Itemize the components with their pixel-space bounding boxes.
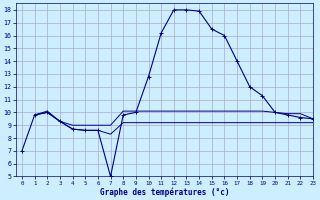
X-axis label: Graphe des températures (°c): Graphe des températures (°c) — [100, 187, 229, 197]
